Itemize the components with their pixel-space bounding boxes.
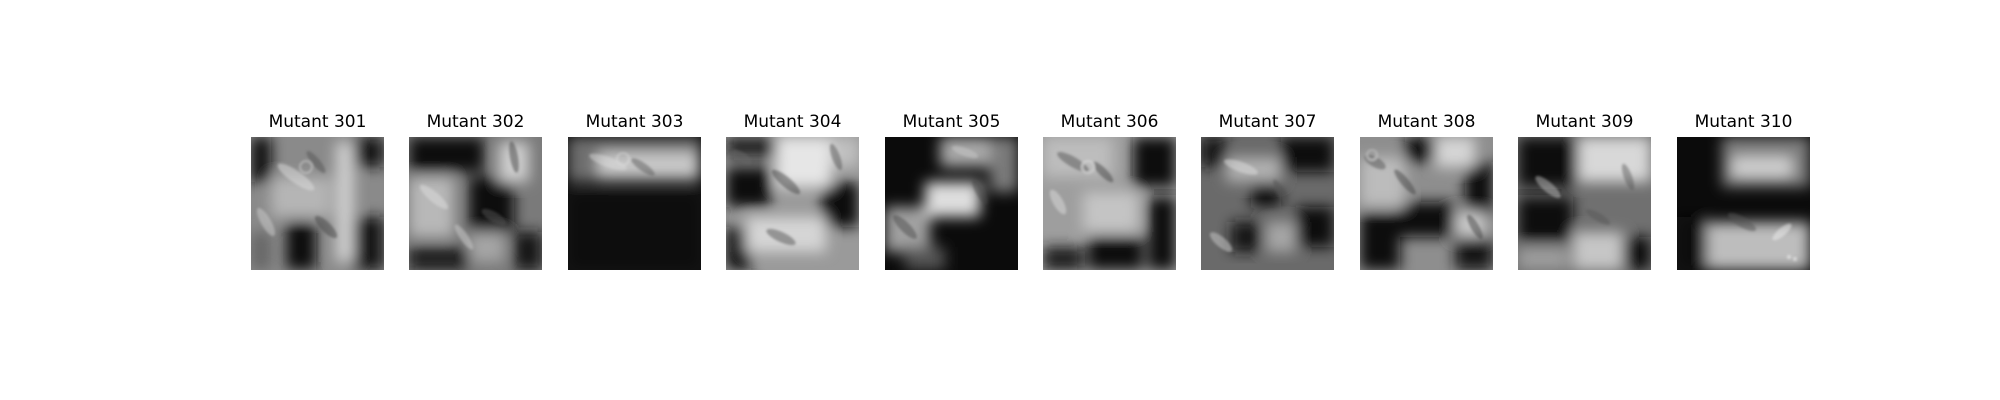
mutant-image [726,137,859,270]
mutant-panel: Mutant 307 [1201,111,1334,270]
panel-title: Mutant 302 [426,112,525,132]
mutant-panel: Mutant 308 [1360,111,1493,270]
mutant-panel: Mutant 303 [568,111,701,270]
panel-title: Mutant 306 [1060,112,1159,132]
panel-title: Mutant 303 [585,112,684,132]
mutant-panel: Mutant 304 [726,111,859,270]
mutant-image [885,137,1018,270]
mutant-image [1360,137,1493,270]
mutant-panel: Mutant 301 [251,111,384,270]
mutant-panel: Mutant 302 [409,111,542,270]
mutant-image [568,137,701,270]
panel-title: Mutant 304 [743,112,842,132]
panel-title: Mutant 301 [268,112,367,132]
mutant-image [251,137,384,270]
mutant-image [1201,137,1334,270]
panel-title: Mutant 308 [1377,112,1476,132]
mutant-panel: Mutant 309 [1518,111,1651,270]
mutant-panel: Mutant 306 [1043,111,1176,270]
panel-title: Mutant 305 [902,112,1001,132]
panel-title: Mutant 307 [1218,112,1317,132]
mutant-image [409,137,542,270]
panel-title: Mutant 309 [1535,112,1634,132]
mutant-image [1518,137,1651,270]
mutant-image [1677,137,1810,270]
mutant-panel: Mutant 310 [1677,111,1810,270]
mutant-image [1043,137,1176,270]
panel-title: Mutant 310 [1694,112,1793,132]
mutant-panel: Mutant 305 [885,111,1018,270]
